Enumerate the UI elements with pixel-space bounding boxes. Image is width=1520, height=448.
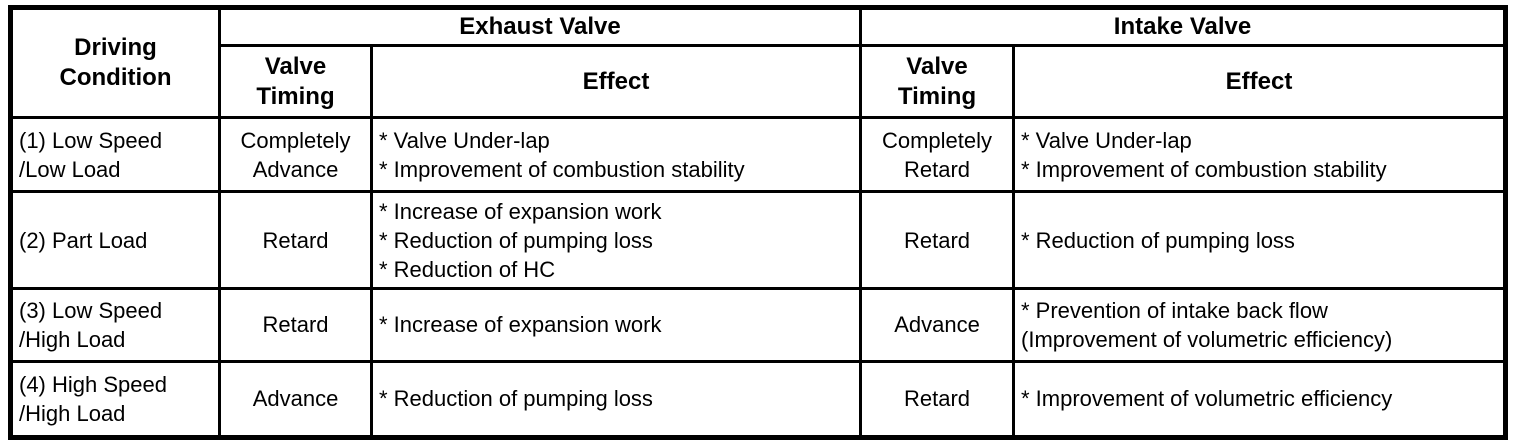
header-intake-valve: Intake Valve (859, 6, 1507, 47)
cell-intake-valve-timing: Completely Retard (859, 115, 1015, 194)
cell-exhaust-effect: * Reduction of pumping loss (370, 359, 862, 440)
cell-exhaust-valve-timing: Completely Advance (218, 115, 373, 194)
cell-exhaust-valve-timing: Retard (218, 190, 373, 291)
cell-exhaust-effect: * Increase of expansion work * Reduction… (370, 190, 862, 291)
cell-condition: (1) Low Speed /Low Load (9, 115, 221, 194)
table-row-low-speed-low-load: (1) Low Speed /Low Load Completely Advan… (9, 115, 1507, 194)
cell-condition: (3) Low Speed /High Load (9, 287, 221, 363)
cell-intake-effect: * Valve Under-lap * Improvement of combu… (1012, 115, 1507, 194)
header-intake-effect: Effect (1012, 44, 1507, 119)
cell-intake-effect: * Prevention of intake back flow (Improv… (1012, 287, 1507, 363)
header-exhaust-valve: Exhaust Valve (218, 6, 862, 47)
valve-timing-table: Driving Condition Exhaust Valve Intake V… (8, 5, 1508, 440)
cell-condition: (2) Part Load (9, 190, 221, 291)
table-row-low-speed-high-load: (3) Low Speed /High Load Retard * Increa… (9, 287, 1507, 363)
cell-intake-effect: * Improvement of volumetric efficiency (1012, 359, 1507, 440)
header-intake-valve-timing: Valve Timing (859, 44, 1015, 119)
header-exhaust-effect: Effect (370, 44, 862, 119)
cell-exhaust-effect: * Increase of expansion work (370, 287, 862, 363)
cell-intake-valve-timing: Retard (859, 190, 1015, 291)
cell-intake-effect: * Reduction of pumping loss (1012, 190, 1507, 291)
cell-intake-valve-timing: Advance (859, 287, 1015, 363)
cell-exhaust-valve-timing: Retard (218, 287, 373, 363)
cell-condition: (4) High Speed /High Load (9, 359, 221, 440)
table-row-part-load: (2) Part Load Retard * Increase of expan… (9, 190, 1507, 291)
header-exhaust-valve-timing: Valve Timing (218, 44, 373, 119)
cell-intake-valve-timing: Retard (859, 359, 1015, 440)
header-driving-condition: Driving Condition (9, 6, 221, 119)
cell-exhaust-effect: * Valve Under-lap * Improvement of combu… (370, 115, 862, 194)
cell-exhaust-valve-timing: Advance (218, 359, 373, 440)
table-row-high-speed-high-load: (4) High Speed /High Load Advance * Redu… (9, 359, 1507, 440)
